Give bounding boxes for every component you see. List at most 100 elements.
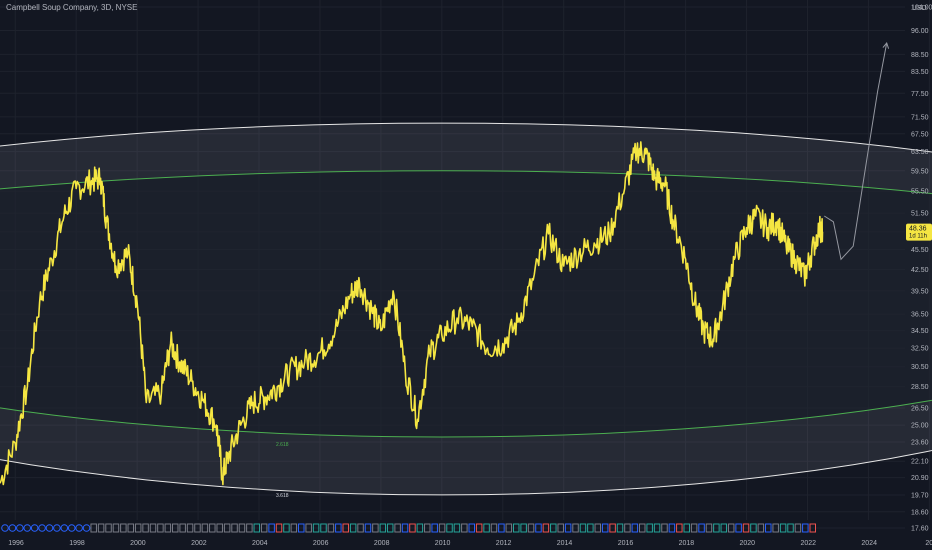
- earnings-marker[interactable]: [579, 523, 587, 533]
- inner-ellipse[interactable]: [0, 170, 932, 438]
- earnings-marker[interactable]: [794, 523, 802, 533]
- earnings-marker[interactable]: [631, 523, 639, 533]
- earnings-marker[interactable]: [653, 523, 661, 533]
- earnings-marker[interactable]: [609, 523, 616, 533]
- earnings-marker[interactable]: [97, 523, 105, 533]
- earnings-marker[interactable]: [520, 523, 527, 533]
- earnings-marker[interactable]: [216, 523, 223, 533]
- earnings-marker[interactable]: [372, 523, 379, 533]
- earnings-marker[interactable]: [201, 523, 209, 533]
- fib-ellipses[interactable]: [0, 122, 932, 496]
- dividend-marker[interactable]: [67, 524, 76, 532]
- dividend-marker[interactable]: [1, 524, 9, 532]
- earnings-marker[interactable]: [498, 523, 505, 533]
- earnings-marker[interactable]: [705, 523, 713, 533]
- earnings-marker[interactable]: [312, 523, 320, 533]
- earnings-marker[interactable]: [223, 523, 231, 533]
- earnings-marker[interactable]: [787, 523, 794, 533]
- earnings-marker[interactable]: [142, 523, 149, 533]
- earnings-marker[interactable]: [587, 523, 594, 533]
- earnings-marker[interactable]: [127, 523, 135, 533]
- earnings-marker[interactable]: [253, 523, 261, 533]
- earnings-marker[interactable]: [572, 523, 579, 533]
- earnings-marker[interactable]: [646, 523, 653, 533]
- earnings-marker[interactable]: [601, 523, 609, 533]
- earnings-marker[interactable]: [512, 523, 520, 533]
- earnings-marker[interactable]: [171, 523, 179, 533]
- earnings-marker[interactable]: [690, 523, 698, 533]
- earnings-marker[interactable]: [594, 523, 602, 533]
- earnings-marker[interactable]: [194, 523, 201, 533]
- dividend-marker[interactable]: [60, 524, 69, 532]
- earnings-marker[interactable]: [564, 523, 572, 533]
- earnings-marker[interactable]: [305, 523, 312, 533]
- earnings-marker[interactable]: [639, 523, 646, 533]
- earnings-marker[interactable]: [490, 523, 498, 533]
- earnings-marker[interactable]: [772, 523, 779, 533]
- earnings-marker[interactable]: [379, 523, 387, 533]
- earnings-marker[interactable]: [134, 523, 142, 533]
- earnings-marker[interactable]: [535, 523, 542, 533]
- earnings-marker[interactable]: [683, 523, 690, 533]
- earnings-marker[interactable]: [320, 523, 327, 533]
- earnings-marker[interactable]: [394, 523, 401, 533]
- earnings-marker[interactable]: [453, 523, 461, 533]
- earnings-marker[interactable]: [557, 523, 564, 533]
- dividend-marker[interactable]: [82, 524, 91, 532]
- earnings-marker[interactable]: [661, 523, 668, 533]
- earnings-marker[interactable]: [505, 523, 513, 533]
- earnings-marker[interactable]: [735, 523, 742, 533]
- earnings-marker[interactable]: [164, 523, 172, 533]
- earnings-marker[interactable]: [624, 523, 631, 533]
- earnings-marker[interactable]: [461, 523, 468, 533]
- dividend-marker[interactable]: [8, 524, 17, 532]
- earnings-marker[interactable]: [364, 523, 372, 533]
- earnings-marker[interactable]: [698, 523, 705, 533]
- earnings-marker[interactable]: [349, 523, 357, 533]
- earnings-marker[interactable]: [802, 523, 809, 533]
- earnings-marker[interactable]: [742, 523, 750, 533]
- dividend-marker[interactable]: [30, 524, 39, 532]
- earnings-marker[interactable]: [157, 523, 164, 533]
- earnings-marker[interactable]: [401, 523, 409, 533]
- earnings-marker[interactable]: [446, 523, 453, 533]
- dividend-marker[interactable]: [23, 524, 32, 532]
- earnings-marker[interactable]: [186, 523, 194, 533]
- earnings-marker[interactable]: [713, 523, 720, 533]
- earnings-marker[interactable]: [527, 523, 535, 533]
- earnings-marker[interactable]: [668, 523, 676, 533]
- earnings-marker[interactable]: [809, 523, 816, 533]
- earnings-marker[interactable]: [112, 523, 120, 533]
- earnings-marker[interactable]: [105, 523, 112, 533]
- earnings-marker[interactable]: [149, 523, 157, 533]
- earnings-marker[interactable]: [209, 523, 216, 533]
- earnings-marker[interactable]: [290, 523, 298, 533]
- earnings-marker[interactable]: [676, 523, 683, 533]
- earnings-marker[interactable]: [275, 523, 283, 533]
- earnings-marker[interactable]: [179, 523, 186, 533]
- earnings-marker[interactable]: [409, 523, 416, 533]
- earnings-marker[interactable]: [468, 523, 476, 533]
- dividend-marker[interactable]: [53, 524, 61, 532]
- earnings-marker[interactable]: [727, 523, 735, 533]
- earnings-marker[interactable]: [246, 523, 253, 533]
- dividend-marker[interactable]: [75, 524, 83, 532]
- earnings-marker[interactable]: [260, 523, 268, 533]
- earnings-marker[interactable]: [779, 523, 787, 533]
- dividend-marker[interactable]: [45, 524, 54, 532]
- earnings-marker[interactable]: [335, 523, 342, 533]
- earnings-marker[interactable]: [120, 523, 127, 533]
- dividend-marker[interactable]: [38, 524, 46, 532]
- earnings-marker[interactable]: [438, 523, 446, 533]
- earnings-marker[interactable]: [757, 523, 765, 533]
- earnings-marker[interactable]: [298, 523, 305, 533]
- earnings-marker[interactable]: [424, 523, 431, 533]
- earnings-marker[interactable]: [416, 523, 424, 533]
- dividend-marker[interactable]: [16, 524, 24, 532]
- earnings-marker[interactable]: [327, 523, 335, 533]
- earnings-marker[interactable]: [268, 523, 275, 533]
- earnings-marker[interactable]: [720, 523, 728, 533]
- time-axis[interactable]: 1996 1998 2000 2002 2004 2006 2008 2010 2012 2014…: [8, 540, 932, 547]
- earnings-marker[interactable]: [386, 523, 394, 533]
